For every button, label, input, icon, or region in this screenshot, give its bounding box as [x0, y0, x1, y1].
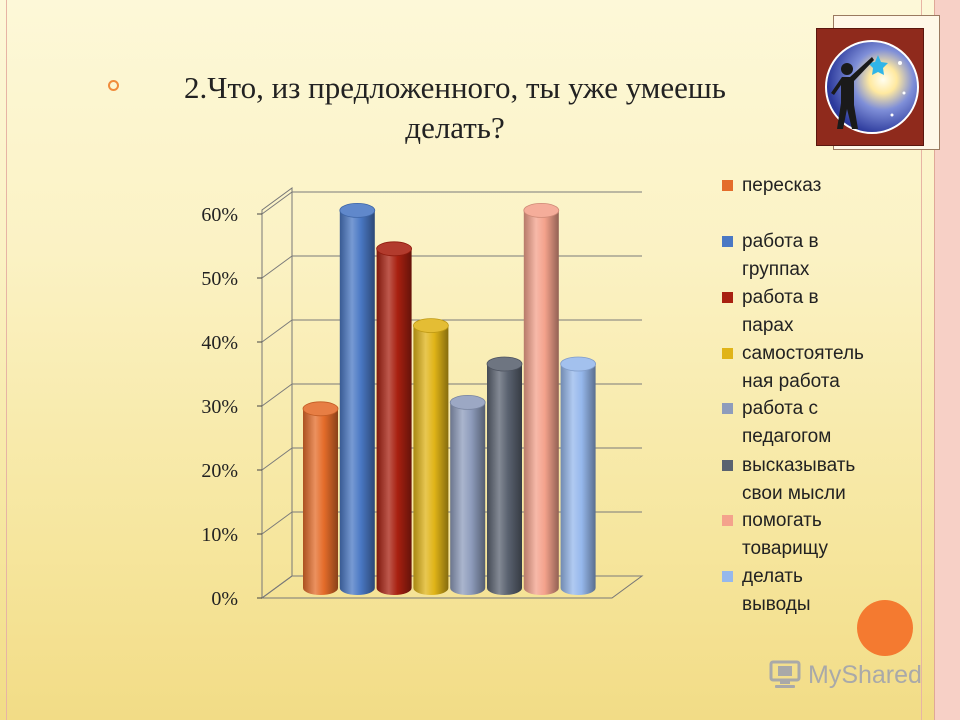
bar-4 [412, 318, 449, 595]
bar-6 [486, 356, 523, 595]
legend-label: работа в парах [742, 287, 819, 336]
slide-border-right [921, 0, 922, 720]
bar-top [339, 202, 376, 218]
bar-top [486, 356, 523, 372]
y-tick-label: 20% [201, 460, 238, 482]
legend-swatch [722, 292, 733, 303]
bar-body [450, 402, 486, 595]
bar-7 [523, 202, 560, 595]
bar-1 [302, 401, 339, 595]
legend-label: высказывать свои мысли [742, 455, 856, 504]
watermark-text: MyShared [808, 660, 922, 689]
bar-top [560, 356, 596, 372]
gridline-diagonal [261, 191, 293, 215]
bar-top [376, 241, 413, 257]
legend-swatch [722, 515, 733, 526]
bar-body [339, 210, 375, 595]
legend-label: помогать товарищу [742, 510, 829, 559]
bar-top [412, 318, 449, 334]
chart-bars [302, 202, 596, 596]
legend-label: делать выводы [742, 566, 811, 615]
watermark: MyShared [768, 655, 922, 695]
watermark-monitor-icon [769, 660, 801, 688]
decorative-circle [857, 600, 913, 656]
y-tick-label: 50% [201, 268, 238, 290]
legend-label: пересказ [742, 175, 822, 196]
y-tick-label: 30% [201, 396, 238, 418]
bar-2 [339, 202, 376, 595]
gridline-diagonal [261, 383, 293, 407]
legend-swatch [722, 236, 733, 247]
gridline-diagonal [261, 255, 293, 279]
legend-label: самостоятель ная работа [742, 343, 864, 392]
legend-label: работа с педагогом [742, 398, 832, 447]
bar-top [523, 202, 560, 218]
gridline-diagonal [261, 319, 293, 343]
y-tick-label: 10% [201, 524, 238, 546]
bar-3 [376, 241, 413, 596]
y-tick-label: 40% [201, 332, 238, 354]
legend-swatch [722, 180, 733, 191]
slide-title: 2.Что, из предложенного, ты уже умеешь д… [184, 70, 726, 145]
title-bullet-icon [108, 80, 119, 91]
bar-body [523, 210, 559, 595]
bar-top [449, 394, 486, 410]
gridline-diagonal [261, 447, 293, 471]
gridline-diagonal [261, 511, 293, 535]
bar-body [413, 325, 449, 595]
chart-y-axis: 0% 10% 20% 30% 40% 50% 60% [201, 204, 262, 610]
bar-top [302, 401, 339, 417]
bar-8 [560, 356, 596, 595]
bar-body [560, 364, 596, 595]
gridline-diagonal [261, 575, 293, 599]
bar-5 [449, 394, 486, 595]
bar-body [376, 248, 412, 596]
y-tick-label: 60% [201, 204, 238, 226]
bar-body [303, 408, 338, 595]
legend-swatch [722, 571, 733, 582]
star-reaching-logo-icon [825, 40, 919, 134]
slide-border-left [6, 0, 7, 720]
legend-swatch [722, 348, 733, 359]
legend-swatch [722, 403, 733, 414]
bar-body [487, 364, 522, 595]
y-tick-label: 0% [211, 588, 238, 610]
legend-label: работа в группах [742, 231, 819, 280]
chart-side-wall [261, 187, 293, 599]
legend-swatch [722, 460, 733, 471]
